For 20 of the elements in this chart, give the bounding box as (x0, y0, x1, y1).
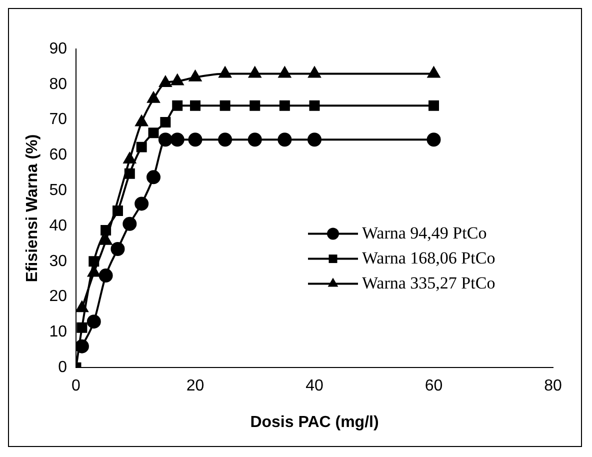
y-tick-label: 80 (49, 76, 68, 93)
x-tick-label: 40 (306, 378, 324, 395)
x-tick-label: 0 (72, 378, 81, 395)
y-tick-label: 50 (49, 182, 68, 200)
y-tick-label: 60 (49, 146, 68, 164)
x-axis-title: Dosis PAC (mg/l) (250, 414, 379, 431)
legend-label: Warna 94,49 PtCo (362, 223, 487, 242)
y-tick-label: 10 (49, 324, 68, 341)
y-tick-label: 0 (58, 359, 68, 376)
y-tick-label: 20 (49, 288, 68, 306)
x-tick-label: 20 (186, 378, 204, 395)
x-tick-label: 80 (544, 378, 562, 395)
legend-label: Warna 168,06 PtCo (362, 248, 496, 268)
legend-label: Warna 335,27 PtCo (362, 273, 496, 292)
y-tick-label: 30 (49, 252, 68, 270)
y-tick-label: 90 (49, 40, 68, 58)
y-tick-label: 40 (49, 217, 68, 234)
y-tick-label: 70 (49, 111, 68, 128)
x-tick-label: 60 (424, 378, 443, 395)
y-axis-title: Efisiensi Warna (%) (24, 134, 42, 282)
